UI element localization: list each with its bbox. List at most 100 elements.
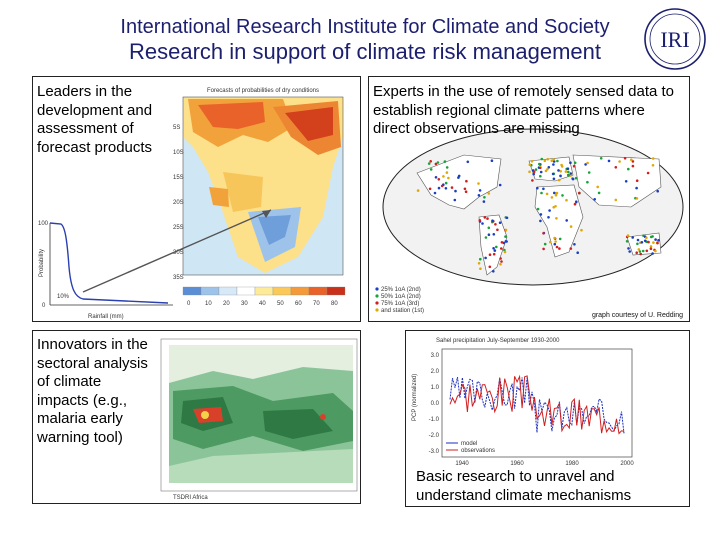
station-dot [429, 160, 432, 163]
station-dot [631, 160, 635, 163]
station-dot [486, 217, 489, 220]
slide-title: International Research Institute for Cli… [120, 16, 610, 38]
latitude-ticks: 5S 10S 15S 20S 25S 30S 35S [173, 125, 184, 281]
station-dot [496, 228, 499, 232]
station-dot [573, 243, 576, 246]
station-dot [436, 161, 440, 164]
station-dot [560, 163, 563, 167]
sectoral-panel: TSDRI Africa Innovators in the sectoral … [32, 330, 361, 504]
station-dot [640, 241, 644, 244]
station-dot [569, 161, 572, 164]
station-dot [492, 233, 496, 236]
station-dot [574, 176, 578, 180]
station-dot [464, 190, 468, 193]
station-dot [437, 186, 441, 190]
station-dot [543, 242, 547, 246]
station-dot [528, 170, 531, 174]
station-dot [569, 225, 573, 228]
station-dot [557, 169, 560, 172]
station-dot [540, 157, 544, 161]
y-tick: 1.0 [431, 385, 440, 391]
station-dot [483, 216, 487, 219]
station-legend: 25% 1oA (2nd)50% 1oA (2nd)75% 1oA (3rd)a… [375, 287, 424, 314]
station-dot [545, 192, 549, 196]
station-dot [635, 251, 638, 254]
station-dot [550, 196, 554, 199]
station-dot [593, 198, 596, 201]
station-dot [498, 221, 502, 224]
station-dot [554, 240, 557, 243]
station-dot [599, 157, 603, 160]
station-dot [500, 247, 503, 250]
sahel-text: Basic research to unravel and understand… [416, 468, 632, 504]
station-dot [549, 240, 552, 244]
station-dot [434, 176, 438, 179]
station-dot [492, 270, 495, 273]
station-dot [623, 157, 627, 160]
station-dot [614, 166, 618, 169]
station-dot [479, 267, 482, 270]
station-dot [479, 257, 482, 261]
lat-tick: 5S [173, 125, 180, 131]
y-tick: -2.0 [429, 433, 440, 439]
pointer-arrow [82, 209, 272, 293]
station-dot [504, 240, 508, 243]
colorbar-tick: 30 [241, 301, 248, 307]
station-dot [587, 171, 591, 174]
station-dot [547, 216, 550, 219]
station-dot [503, 248, 506, 252]
station-dot [656, 241, 659, 245]
station-dot [427, 162, 431, 165]
station-dot [504, 235, 507, 238]
station-dot [536, 186, 539, 190]
station-dot [488, 253, 492, 256]
colorbar-swatch [182, 286, 202, 296]
station-dot [550, 159, 554, 162]
station-dot [491, 219, 494, 222]
station-dot [638, 250, 642, 253]
logo-text: IRI [660, 27, 689, 52]
station-dot [651, 235, 654, 238]
series-model [449, 376, 625, 434]
sahel-ylabel: PCP (normalized) [412, 374, 418, 421]
station-dot [434, 162, 438, 166]
station-dot [566, 167, 570, 170]
station-dot [641, 249, 645, 253]
station-dot [487, 226, 491, 230]
station-dot [584, 163, 587, 166]
station-dot [536, 207, 540, 211]
station-dot [429, 168, 433, 171]
station-dot [442, 175, 445, 178]
station-dot [654, 249, 657, 253]
station-dot [552, 206, 555, 209]
legend-label: 50% 1oA (2nd) [381, 294, 421, 300]
remote-sensing-panel: 25% 1oA (2nd) 50% 1oA (2nd) 75% 1oA (3rd) a… [368, 76, 690, 322]
x-tick: 1960 [510, 461, 524, 467]
sahel-panel: Sahel precipitation July-September 1930-… [405, 330, 690, 507]
station-dot [597, 191, 601, 195]
legend-marker [375, 287, 379, 291]
station-dot [552, 160, 556, 163]
station-dot [505, 216, 509, 220]
station-dot [546, 168, 549, 171]
y-tick: 0.0 [431, 401, 440, 407]
station-dot [651, 164, 655, 167]
station-dot [539, 174, 542, 178]
station-dot [478, 189, 482, 192]
station-dot [477, 194, 481, 197]
station-dot [500, 241, 504, 244]
station-dot [596, 185, 599, 189]
colorbar-swatch [254, 286, 274, 296]
colorbar-tick: 0 [187, 301, 191, 307]
station-dot [466, 160, 470, 164]
station-dot [645, 236, 648, 240]
station-dot [649, 245, 653, 248]
legend-marker [375, 294, 379, 298]
x-tick: 1980 [565, 461, 579, 467]
station-dot [647, 240, 650, 244]
percent-label: 10% [57, 294, 70, 300]
colorbar-tick: 50 [277, 301, 284, 307]
station-dot [494, 223, 497, 226]
forecast-panel: Forecasts of probabilities of dry condit… [32, 76, 361, 322]
station-dot [572, 164, 576, 168]
